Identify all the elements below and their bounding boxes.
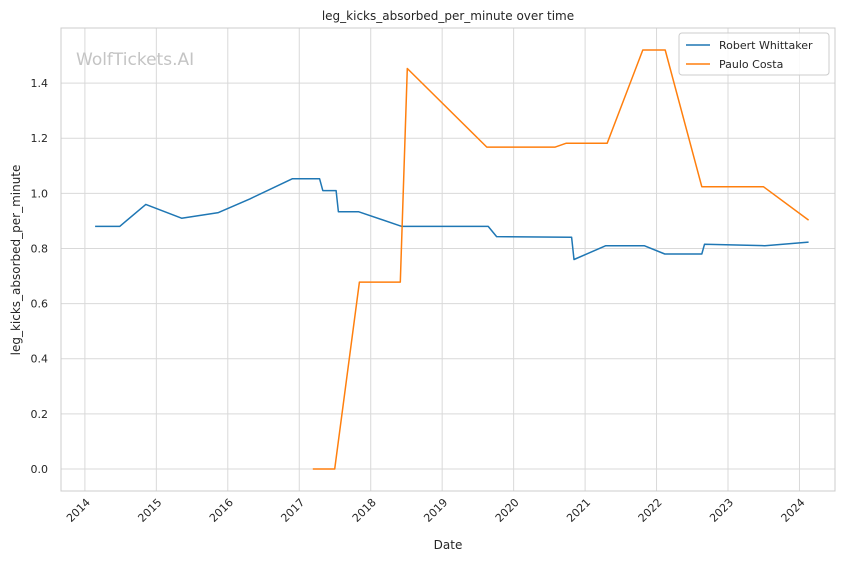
y-tick-label: 1.2	[31, 132, 49, 145]
legend-label-paulo-costa: Paulo Costa	[719, 58, 783, 71]
y-tick-label: 0.4	[31, 353, 49, 366]
series-line-paulo-costa	[312, 49, 810, 470]
y-tick-label: 1.4	[31, 77, 49, 90]
grid	[61, 28, 835, 491]
watermark-text: WolfTickets.AI	[76, 50, 194, 70]
x-axis-title: Date	[434, 538, 463, 552]
plot-frame	[60, 27, 836, 492]
y-tick-label: 0.0	[31, 463, 49, 476]
legend-label-robert-whittaker: Robert Whittaker	[719, 39, 813, 52]
y-tick-label: 0.6	[31, 298, 49, 311]
chart-title: leg_kicks_absorbed_per_minute over time	[322, 9, 574, 23]
series-line-robert-whittaker	[95, 178, 809, 261]
legend: Robert Whittaker Paulo Costa	[678, 32, 830, 76]
y-tick-label: 0.2	[31, 408, 49, 421]
y-axis-title: leg_kicks_absorbed_per_minute	[9, 165, 23, 356]
y-tick-label: 0.8	[31, 242, 49, 255]
legend-box	[678, 32, 830, 76]
y-tick-label: 1.0	[31, 187, 49, 200]
series-lines	[95, 49, 810, 470]
